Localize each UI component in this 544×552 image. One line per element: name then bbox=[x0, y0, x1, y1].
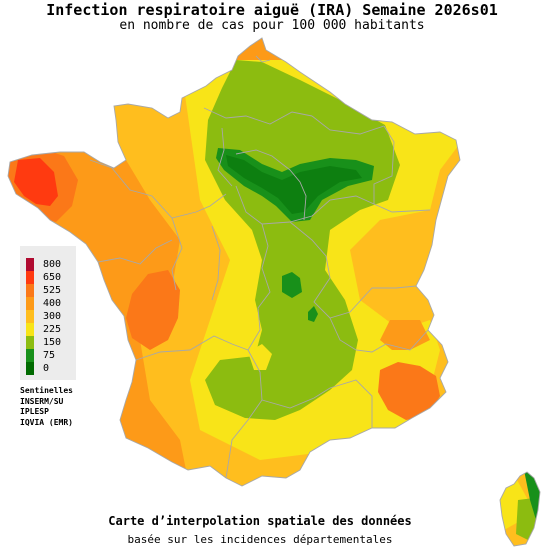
legend-item: 75 bbox=[26, 349, 55, 362]
legend-label: 75 bbox=[43, 350, 56, 361]
sources-heading: Sentinelles bbox=[20, 386, 73, 395]
legend-label: 525 bbox=[43, 285, 62, 296]
legend-label: 650 bbox=[43, 272, 62, 283]
legend-item: 300 bbox=[26, 310, 61, 323]
legend-item: 650 bbox=[26, 271, 61, 284]
legend-swatch bbox=[26, 258, 34, 271]
legend-label: 150 bbox=[43, 337, 62, 348]
legend-swatch bbox=[26, 271, 34, 284]
legend-swatch bbox=[26, 310, 34, 323]
sources-line: INSERM/SU bbox=[20, 396, 64, 406]
sources: Sentinelles INSERM/SU IPLESP IQVIA (EMR) bbox=[20, 386, 73, 428]
map-subtitle: en nombre de cas pour 100 000 habitants bbox=[119, 18, 425, 33]
legend-swatch bbox=[26, 336, 34, 349]
legend-swatch bbox=[26, 297, 34, 310]
legend-label: 800 bbox=[43, 259, 62, 270]
legend-item: 800 bbox=[26, 258, 61, 271]
corse-border bbox=[499, 471, 541, 547]
sources-line: IQVIA (EMR) bbox=[20, 417, 73, 427]
map-title: Infection respiratoire aiguë (IRA) Semai… bbox=[46, 1, 498, 19]
footer-caption: Carte d’interpolation spatiale des donné… bbox=[108, 514, 412, 528]
legend-label: 400 bbox=[43, 298, 62, 309]
region-borders bbox=[7, 37, 461, 487]
legend-label: 225 bbox=[43, 324, 62, 335]
legend-swatch bbox=[26, 362, 34, 375]
legend-item: 150 bbox=[26, 336, 61, 349]
legend-swatch bbox=[26, 349, 34, 362]
legend-item: 0 bbox=[26, 362, 49, 375]
footer-subcaption: basée sur les incidences départementales bbox=[127, 533, 393, 546]
legend-label: 0 bbox=[43, 363, 50, 374]
legend-item: 225 bbox=[26, 323, 61, 336]
sources-line: IPLESP bbox=[20, 407, 49, 416]
legend-swatch bbox=[26, 284, 34, 297]
legend-swatch bbox=[26, 323, 34, 336]
legend: 800 650 525 400 300 225 150 75 0 bbox=[20, 246, 76, 380]
legend-label: 300 bbox=[43, 311, 62, 322]
legend-item: 400 bbox=[26, 297, 61, 310]
legend-item: 525 bbox=[26, 284, 61, 297]
